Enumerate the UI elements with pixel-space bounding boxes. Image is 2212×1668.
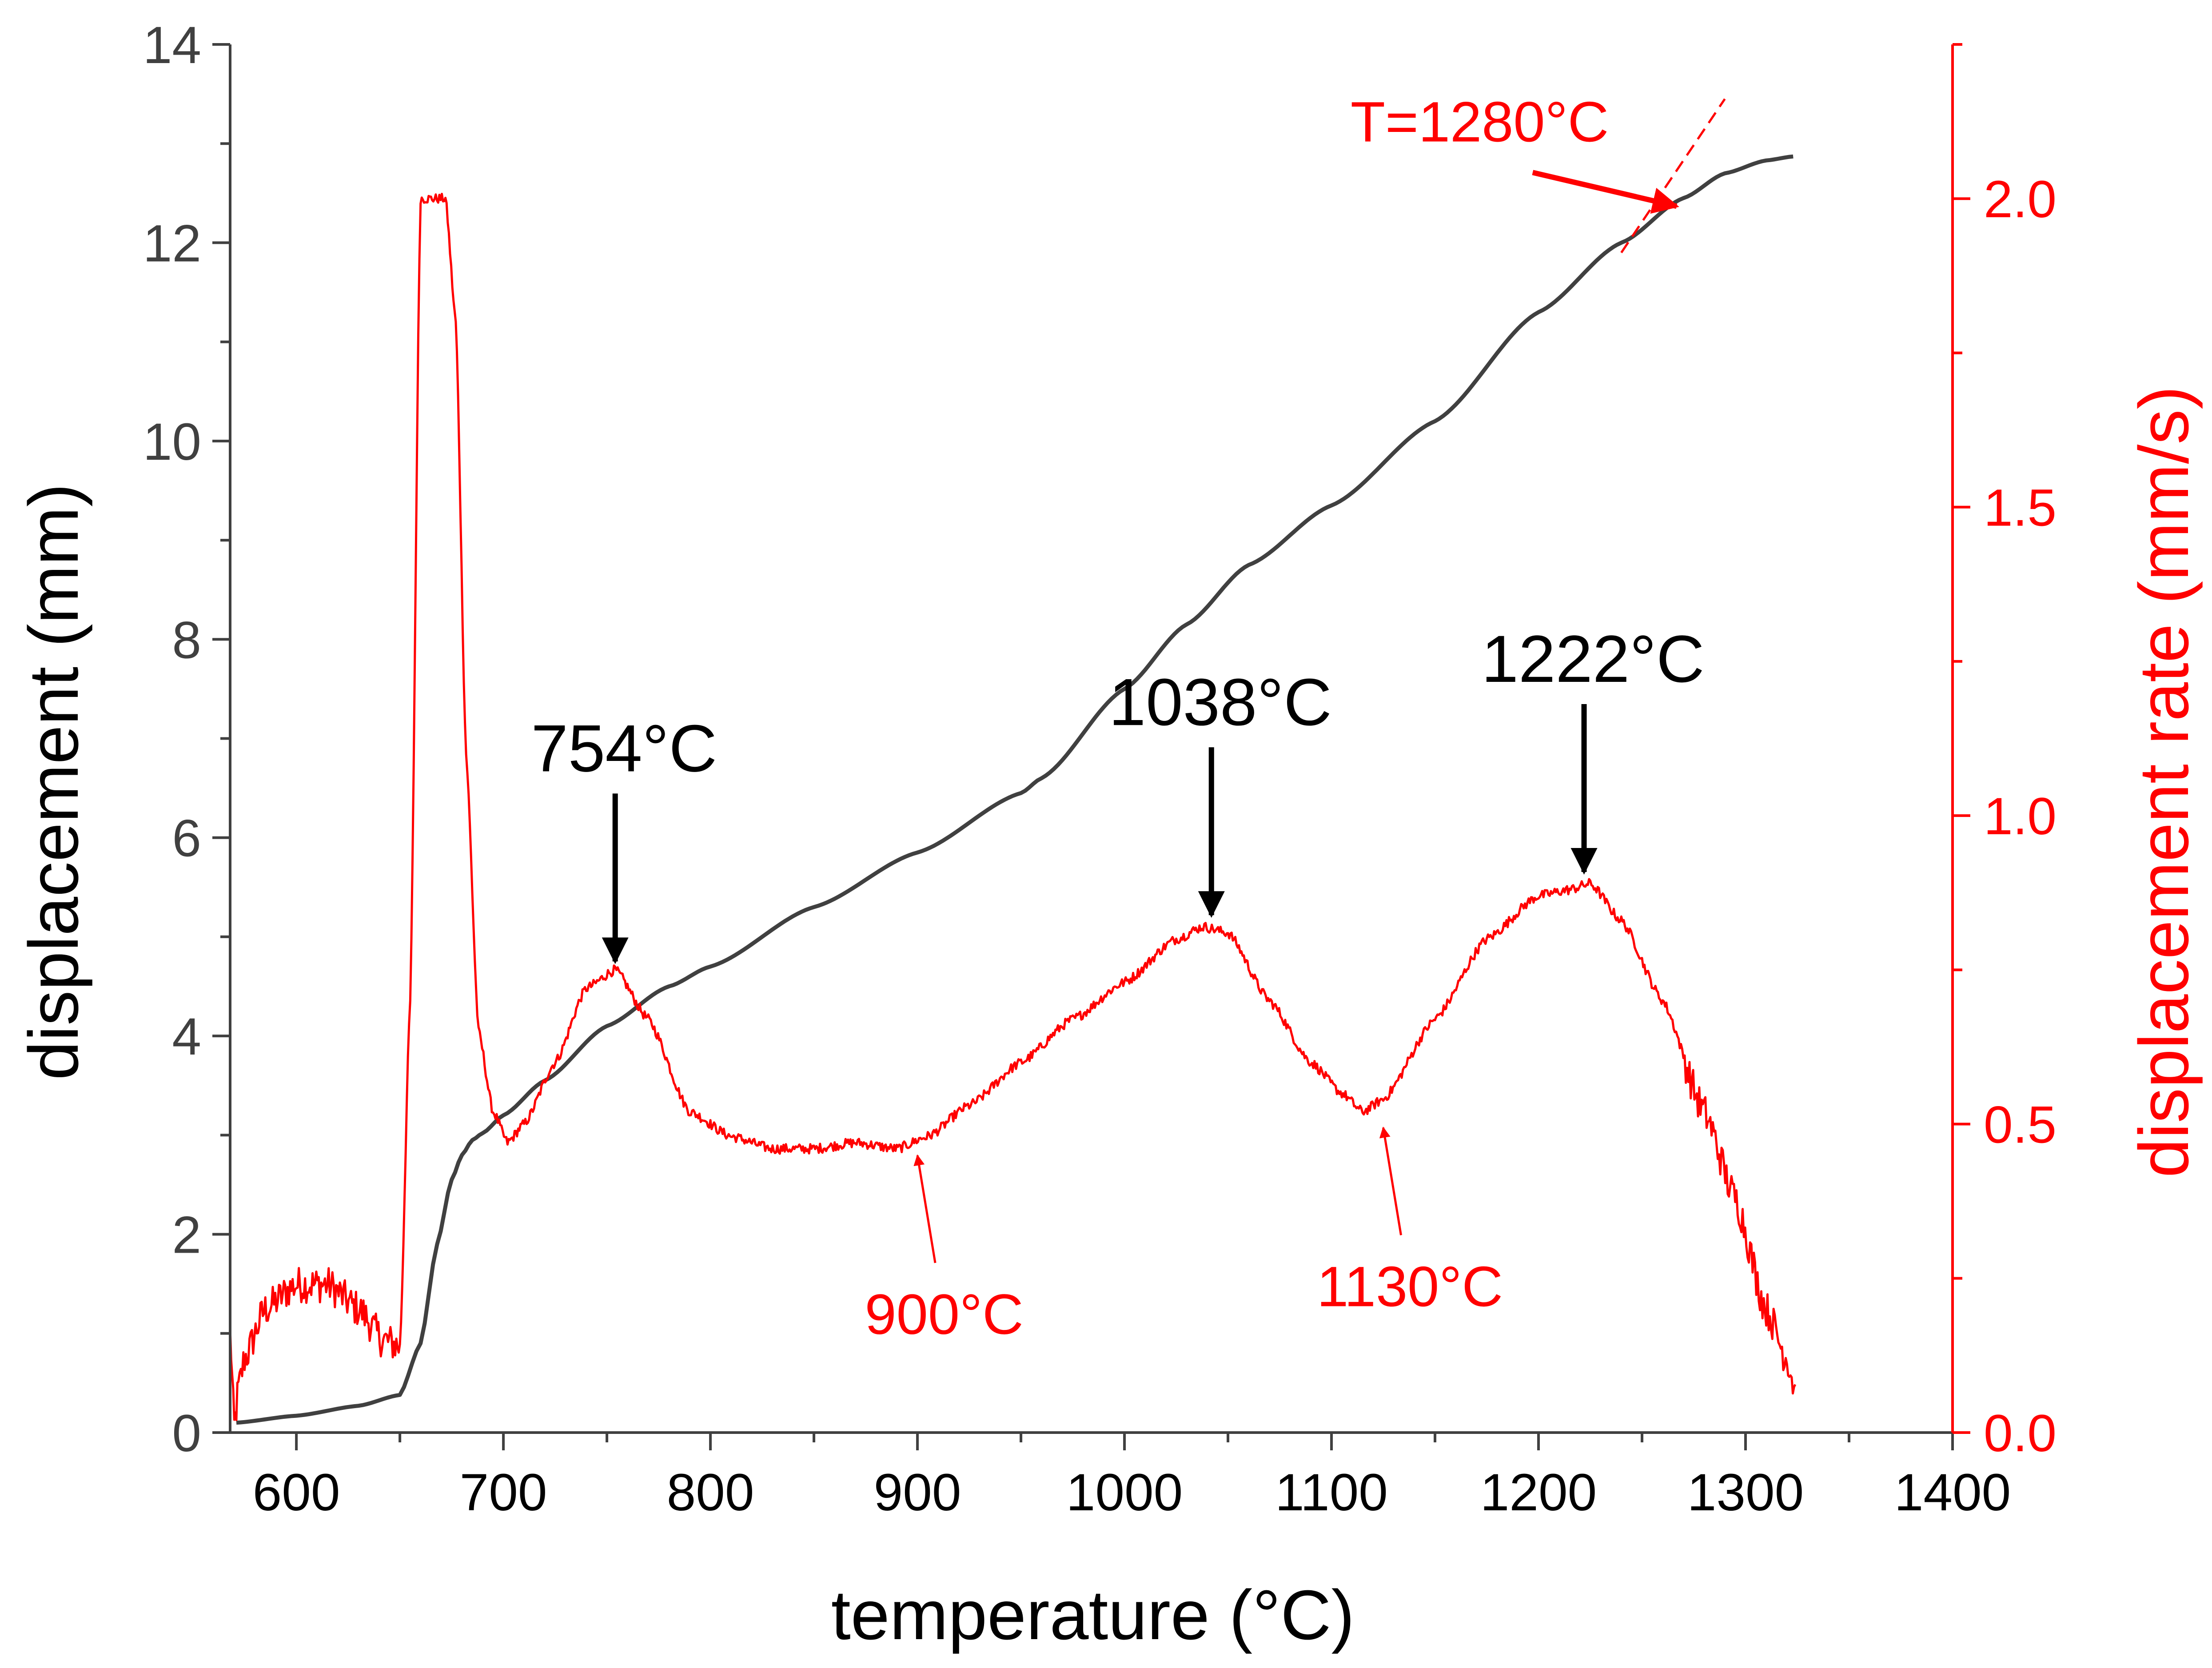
tangent-line — [1620, 98, 1726, 254]
annotation-arrow — [1532, 170, 1679, 214]
y-right-tick-label: 2.0 — [1984, 170, 2057, 229]
series-line-displacement — [236, 154, 1794, 1425]
axes: 600 700 800 900 1000 1100 1200 1300 1400 0 2 4 6 8 10 1… — [143, 16, 2057, 1522]
series-line-displacement-rate — [229, 193, 1797, 1421]
annotation: T=1280°C — [1351, 90, 1679, 214]
annotation-arrow — [913, 1154, 937, 1263]
y-left-tick-label: 0 — [172, 1404, 201, 1463]
x-tick-label: 800 — [667, 1463, 754, 1522]
annotations: 754°C 1038°C 1222°C 900°C 1130°C T=1280°C — [531, 90, 1704, 1346]
y-left-tick-label: 4 — [172, 1007, 201, 1066]
y-right-tick-label: 0.0 — [1984, 1404, 2057, 1463]
annotation-arrow — [1379, 1127, 1403, 1235]
y-right-tick-label: 1.0 — [1984, 787, 2057, 846]
y-right-tick-label: 1.5 — [1984, 479, 2057, 537]
annotation-label: 754°C — [531, 711, 717, 785]
annotation: 1038°C — [1109, 665, 1332, 918]
annotation-label: 900°C — [865, 1283, 1023, 1346]
y-axis-left-label: displacement (mm) — [15, 483, 93, 1080]
annotation: 1222°C — [1482, 621, 1705, 875]
annotation: 1130°C — [1317, 1127, 1503, 1319]
annotation-label: 1222°C — [1482, 621, 1705, 696]
y-left-tick-label: 8 — [172, 611, 201, 669]
x-tick-label: 600 — [253, 1463, 340, 1522]
x-tick-label: 900 — [874, 1463, 961, 1522]
y-left-tick-label: 10 — [143, 413, 201, 471]
y-left-tick-label: 2 — [172, 1206, 201, 1265]
plot-area — [229, 98, 1797, 1425]
annotation-label: 1038°C — [1109, 665, 1332, 739]
y-left-tick-label: 14 — [143, 16, 201, 75]
y-left-tick-label: 6 — [172, 809, 201, 868]
x-axis-label: temperature (°C) — [831, 1576, 1355, 1654]
x-tick-label: 1100 — [1275, 1463, 1388, 1522]
annotation: 754°C — [531, 711, 717, 964]
y-left-tick-label: 12 — [143, 214, 201, 273]
y-axis-right-label: displacement rate (mm/s) — [2125, 386, 2203, 1178]
y-right-tick-label: 0.5 — [1984, 1096, 2057, 1154]
x-tick-label: 1400 — [1894, 1463, 2011, 1522]
annotation-label: T=1280°C — [1351, 90, 1609, 154]
x-tick-label: 1200 — [1480, 1463, 1597, 1522]
annotation-label: 1130°C — [1317, 1255, 1503, 1319]
x-tick-label: 1300 — [1687, 1463, 1804, 1522]
x-tick-label: 1000 — [1066, 1463, 1183, 1522]
annotation: 900°C — [865, 1154, 1024, 1346]
x-tick-label: 700 — [460, 1463, 547, 1522]
